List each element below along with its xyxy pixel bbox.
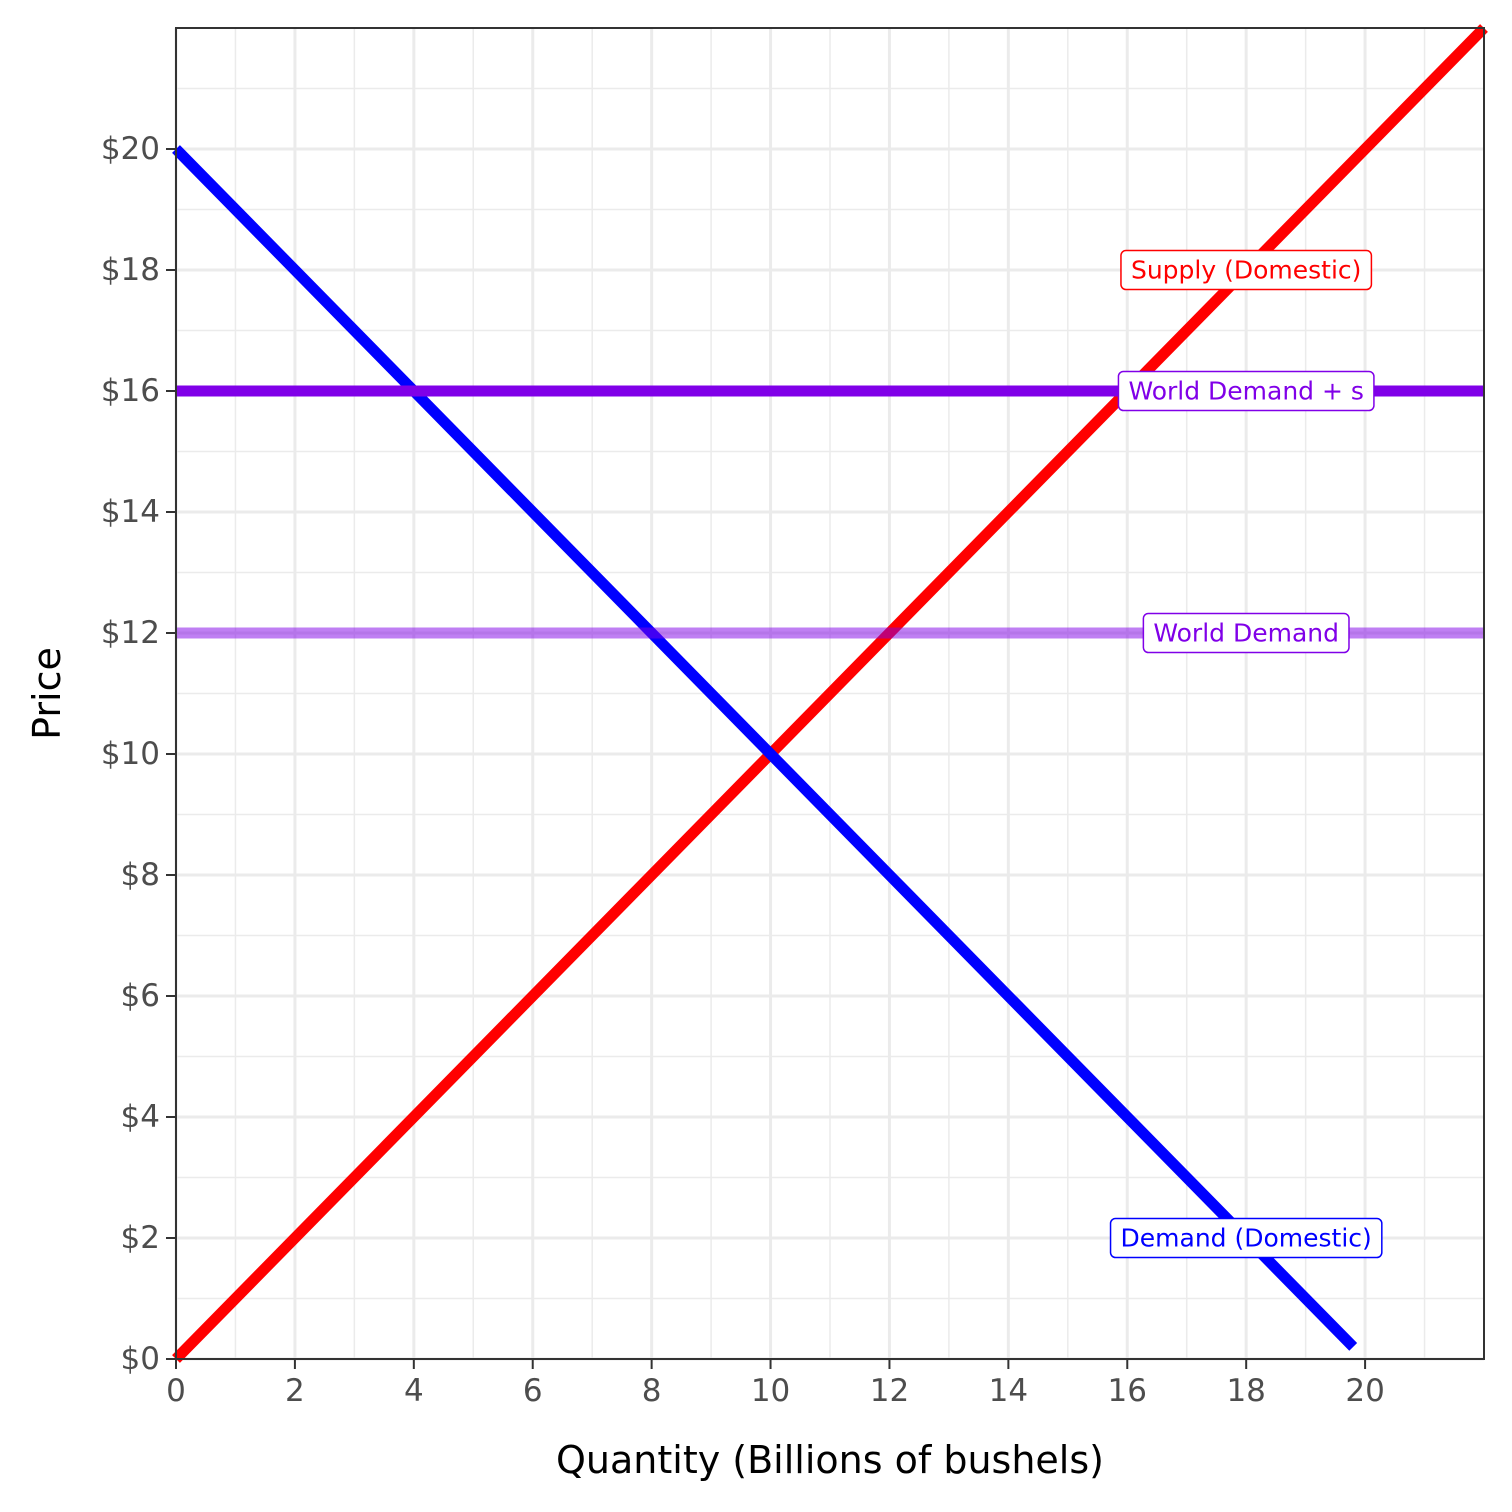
series-label-box bbox=[1142, 612, 1350, 654]
y-tick-label: $6 bbox=[121, 978, 160, 1014]
series-label-text: World Demand bbox=[1153, 619, 1339, 648]
series-label-box bbox=[1117, 370, 1375, 412]
y-axis-title: Price bbox=[25, 647, 69, 740]
series-line-demand-domestic bbox=[172, 145, 1358, 1351]
series-label-supply-domestic: Supply (Domestic) bbox=[1120, 249, 1373, 291]
y-tick-label: $14 bbox=[101, 494, 160, 530]
x-axis-title: Quantity (Billions of bushels) bbox=[556, 1438, 1104, 1482]
y-tick-label: $20 bbox=[101, 131, 160, 167]
y-tick-label: $0 bbox=[121, 1341, 160, 1377]
y-tick-label: $8 bbox=[121, 857, 160, 893]
x-tick-label: 20 bbox=[1345, 1373, 1384, 1409]
series-label-world-demand-s: World Demand + s bbox=[1117, 370, 1375, 412]
x-tick-label: 8 bbox=[642, 1373, 662, 1409]
series-label-box bbox=[1109, 1217, 1383, 1259]
x-tick-label: 6 bbox=[523, 1373, 543, 1409]
x-tick-label: 4 bbox=[404, 1373, 424, 1409]
y-tick-label: $16 bbox=[101, 373, 160, 409]
x-tick-label: 0 bbox=[166, 1373, 186, 1409]
axis-ticks: 0 2 4 6 8 10 12 14 16 18 20 $0 $2 $4 $6 $8 $10 $12 $14 $16 $… bbox=[101, 131, 1385, 1409]
series-label-box bbox=[1120, 249, 1373, 291]
series-label-world-demand: World Demand bbox=[1142, 612, 1350, 654]
x-tick-label: 2 bbox=[285, 1373, 305, 1409]
y-tick-label: $2 bbox=[121, 1220, 160, 1256]
x-tick-label: 12 bbox=[870, 1373, 909, 1409]
plot-border bbox=[175, 27, 1485, 1360]
series-label-text: Supply (Domestic) bbox=[1131, 256, 1361, 285]
series-labels: Supply (Domestic) Demand (Domestic) World … bbox=[1109, 249, 1383, 1259]
x-tick-label: 10 bbox=[751, 1373, 790, 1409]
y-tick-label: $12 bbox=[101, 615, 160, 651]
series-label-text: World Demand + s bbox=[1128, 377, 1363, 406]
y-tick-label: $4 bbox=[121, 1099, 160, 1135]
series-label-text: Demand (Domestic) bbox=[1121, 1224, 1372, 1253]
series-label-demand-domestic: Demand (Domestic) bbox=[1109, 1217, 1383, 1259]
x-tick-label: 18 bbox=[1226, 1373, 1265, 1409]
y-tick-label: $10 bbox=[101, 736, 160, 772]
y-tick-label: $18 bbox=[101, 252, 160, 288]
x-tick-label: 14 bbox=[989, 1373, 1028, 1409]
x-tick-label: 16 bbox=[1108, 1373, 1147, 1409]
